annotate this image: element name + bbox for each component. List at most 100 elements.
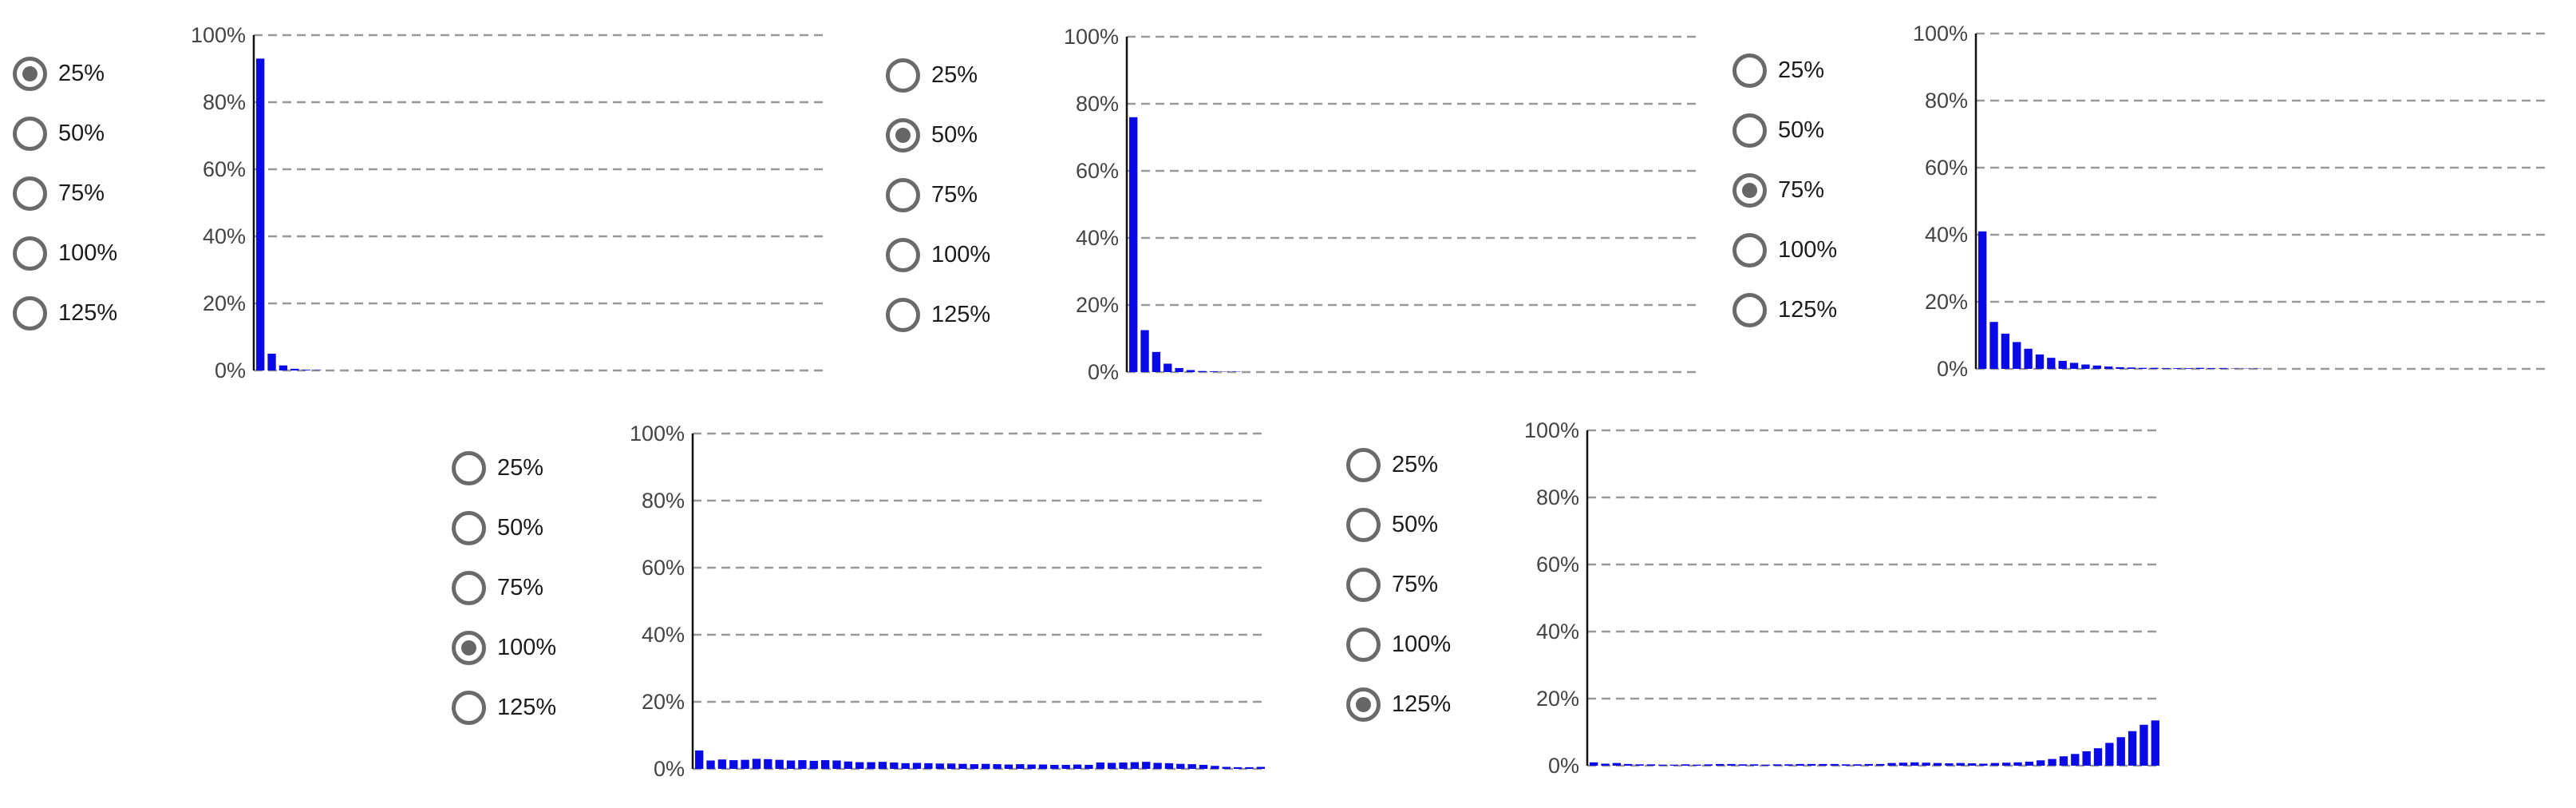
radio-option-label: 75% (58, 180, 105, 206)
radio-option-25pct[interactable]: 25% (886, 54, 978, 96)
radio-option-label: 50% (1778, 117, 1825, 143)
bar (1256, 766, 1265, 769)
bar (946, 763, 956, 769)
radio-unchecked-icon[interactable] (13, 116, 47, 151)
bar (1176, 763, 1185, 769)
bar (1153, 762, 1162, 769)
bar (2173, 368, 2182, 369)
radio-option-25pct[interactable]: 25% (13, 53, 105, 94)
bar (1933, 762, 1942, 766)
radio-option-125pct[interactable]: 125% (452, 687, 556, 728)
radio-unchecked-icon[interactable] (886, 237, 920, 272)
bar (890, 762, 899, 769)
bar (267, 354, 276, 370)
y-tick-label: 80% (1925, 89, 1968, 113)
radio-unchecked-icon[interactable] (1732, 292, 1767, 327)
bar (290, 368, 299, 370)
y-tick-label: 80% (1076, 92, 1119, 116)
radio-option-50pct[interactable]: 50% (13, 113, 105, 154)
bar (1119, 762, 1128, 769)
radio-option-label: 25% (1778, 57, 1825, 83)
bar (2069, 362, 2079, 369)
radio-unchecked-icon[interactable] (886, 177, 920, 212)
radio-dot-icon (22, 65, 38, 81)
bar (2048, 758, 2056, 766)
bar (1590, 762, 1598, 766)
radio-checked-icon[interactable] (1346, 687, 1381, 722)
radio-option-label: 50% (497, 514, 544, 541)
bar (1853, 764, 1862, 766)
radio-unchecked-icon[interactable] (452, 510, 486, 545)
radio-checked-icon[interactable] (1732, 172, 1767, 208)
bar (2071, 754, 2080, 766)
bar (1727, 763, 1736, 766)
radio-option-25pct[interactable]: 25% (1732, 50, 1824, 91)
radio-option-125pct[interactable]: 125% (886, 294, 990, 335)
radio-option-25pct[interactable]: 25% (452, 447, 543, 489)
radio-option-50pct[interactable]: 50% (1732, 109, 1824, 151)
radio-unchecked-icon[interactable] (1346, 447, 1381, 482)
bar (820, 760, 830, 769)
radio-option-125pct[interactable]: 125% (13, 292, 117, 334)
bar (2081, 364, 2090, 369)
radio-option-100pct[interactable]: 100% (13, 232, 117, 274)
bar (1129, 117, 1138, 373)
bar (1841, 764, 1851, 766)
radio-option-125pct[interactable]: 125% (1732, 289, 1837, 331)
radio-option-100pct[interactable]: 100% (1346, 624, 1451, 665)
radio-unchecked-icon[interactable] (1346, 567, 1381, 602)
radio-option-label: 50% (1392, 511, 1439, 537)
radio-unchecked-icon[interactable] (886, 57, 920, 93)
radio-option-75pct[interactable]: 75% (1732, 169, 1824, 211)
bar (2047, 358, 2056, 369)
radio-option-50pct[interactable]: 50% (452, 507, 543, 549)
bar (901, 762, 910, 769)
radio-option-label: 125% (1778, 296, 1838, 323)
radio-option-50pct[interactable]: 50% (886, 114, 978, 156)
radio-option-125pct[interactable]: 125% (1346, 683, 1451, 725)
bar (2161, 368, 2171, 369)
radio-unchecked-icon[interactable] (13, 176, 47, 211)
radio-option-25pct[interactable]: 25% (1346, 444, 1438, 485)
radio-option-label: 100% (1778, 236, 1838, 263)
radio-unchecked-icon[interactable] (1732, 113, 1767, 148)
radio-checked-icon[interactable] (13, 56, 47, 91)
y-tick-label: 40% (642, 623, 685, 647)
radio-option-75pct[interactable]: 75% (1346, 564, 1438, 605)
radio-unchecked-icon[interactable] (886, 297, 920, 332)
radio-unchecked-icon[interactable] (452, 690, 486, 725)
radio-option-100pct[interactable]: 100% (1732, 229, 1837, 271)
radio-option-75pct[interactable]: 75% (452, 567, 543, 608)
bar (2025, 761, 2034, 766)
radio-option-50pct[interactable]: 50% (1346, 504, 1438, 545)
radio-option-75pct[interactable]: 75% (13, 172, 105, 214)
bar (2105, 743, 2114, 766)
y-tick-label: 60% (1925, 156, 1968, 180)
radio-option-100pct[interactable]: 100% (886, 234, 990, 275)
y-tick-label: 0% (1548, 754, 1579, 778)
y-tick-label: 60% (1536, 553, 1579, 576)
radio-checked-icon[interactable] (886, 117, 920, 152)
bar (2139, 724, 2148, 766)
bar (1245, 766, 1254, 769)
radio-unchecked-icon[interactable] (452, 570, 486, 605)
radio-option-label: 125% (1392, 691, 1452, 717)
radio-unchecked-icon[interactable] (13, 295, 47, 331)
radio-unchecked-icon[interactable] (1346, 627, 1381, 662)
radio-unchecked-icon[interactable] (1732, 232, 1767, 267)
radio-checked-icon[interactable] (452, 630, 486, 665)
radio-option-label: 75% (1392, 571, 1439, 597)
y-tick-label: 20% (1925, 290, 1968, 314)
radio-unchecked-icon[interactable] (452, 450, 486, 485)
bar (2024, 348, 2033, 369)
bar (1989, 322, 1998, 369)
bar (912, 762, 922, 769)
radio-option-75pct[interactable]: 75% (886, 174, 978, 216)
y-tick-label: 100% (1064, 25, 1119, 49)
radio-option-100pct[interactable]: 100% (452, 627, 556, 668)
radio-unchecked-icon[interactable] (1346, 507, 1381, 542)
radio-unchecked-icon[interactable] (13, 236, 47, 271)
radio-unchecked-icon[interactable] (1732, 53, 1767, 88)
bar (970, 764, 978, 769)
bar (2059, 756, 2068, 766)
